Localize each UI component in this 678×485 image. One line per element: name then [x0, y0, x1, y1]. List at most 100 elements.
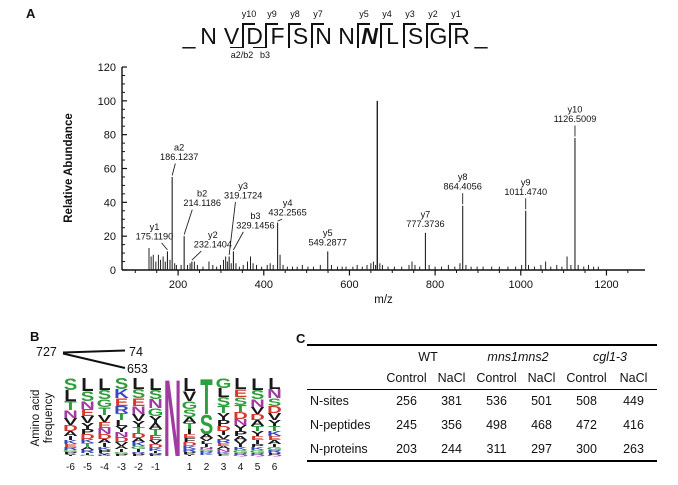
- logo-letter: L: [183, 377, 196, 396]
- ion-label: b2: [197, 189, 207, 199]
- peptide-annotation: _ N V D F S N N N L S G R _ y10 a2/b2 y9 b3 y8 y7 y5 y4 y3 y2 y1: [181, 4, 489, 62]
- logo-y-axis-label: Amino acid frequency: [30, 389, 55, 447]
- logo-position-label: -5: [83, 462, 92, 473]
- logo-letter: I: [238, 444, 244, 449]
- fragment-label-bottom: a2/b2: [230, 50, 254, 60]
- logo-letter: V: [183, 388, 197, 404]
- panel-a-label: A: [26, 6, 36, 21]
- logo-letter: Y: [268, 419, 282, 428]
- peptide-residue: S: [407, 23, 424, 49]
- condition-header: NaCl: [527, 370, 556, 385]
- logo-letter: E: [268, 435, 282, 441]
- logo-letter: Y: [183, 454, 197, 457]
- panel-c-label: C: [296, 331, 306, 346]
- ms2-spectrum: 0 20 40 60 80 100 120 200 400 600 800 1000 1200 y1175…: [63, 62, 645, 306]
- logo-letter: N: [80, 399, 95, 411]
- logo-letter: V: [149, 439, 163, 445]
- logo-letter: Y: [132, 420, 146, 429]
- logo-letter: I: [85, 453, 91, 456]
- logo-letter: F: [183, 437, 195, 443]
- annotation-leader-line: [191, 250, 202, 261]
- logo-letter: G: [80, 455, 96, 457]
- logo-letter: N: [148, 397, 163, 411]
- logo-letter: T: [98, 405, 110, 417]
- logo-letter: P: [149, 455, 163, 457]
- logo-letter: Y: [81, 422, 95, 431]
- cleavage-top-bar: [288, 23, 301, 25]
- logo-letter: K: [267, 430, 282, 438]
- x-tick-label: 1000: [509, 279, 533, 291]
- logo-letter: P: [251, 444, 265, 449]
- fragment-label-top: y10: [241, 9, 257, 19]
- logo-letter: G: [148, 406, 164, 418]
- logo-position-label: -4: [100, 462, 109, 473]
- logo-letter: K: [97, 447, 112, 452]
- logo-letter: D: [267, 405, 282, 415]
- mz-label: 549.2877: [309, 237, 347, 247]
- logo-letter: N: [250, 397, 265, 409]
- peptide-residue: N: [200, 23, 217, 49]
- logo-letter: N: [199, 447, 214, 450]
- condition-header: Control: [566, 370, 607, 385]
- logo-letter: R: [80, 450, 95, 455]
- logo-letter: F: [217, 454, 230, 457]
- annotation-leader-line: [233, 231, 244, 251]
- logo-letter: N: [233, 418, 248, 427]
- logo-letter: K: [199, 453, 214, 456]
- logo-letter: E: [115, 396, 129, 408]
- count-value: 244: [441, 441, 462, 456]
- count-value: 245: [396, 418, 417, 432]
- y-tick-label: 80: [104, 130, 116, 142]
- logo-letter: P: [81, 428, 95, 436]
- logo-letter: L: [200, 441, 212, 446]
- ion-label: y3: [238, 181, 248, 191]
- logo-position-label: 3: [221, 462, 227, 473]
- logo-letter: L: [98, 377, 110, 394]
- logo-letter: Y: [115, 425, 129, 434]
- count-value: 498: [486, 418, 507, 432]
- count-value: 311: [486, 441, 507, 456]
- logo-letter: G: [182, 399, 198, 411]
- logo-letter: S: [268, 396, 282, 408]
- logo-letter: G: [250, 450, 266, 455]
- peptide-residue: L: [386, 23, 399, 49]
- ion-label: y1: [150, 222, 160, 232]
- logo-letter: D: [250, 413, 265, 422]
- fragment-label-top: y7: [313, 9, 323, 19]
- logo-letter: G: [216, 377, 232, 391]
- logo-letter: G: [267, 447, 283, 452]
- logo-letter: L: [81, 377, 94, 396]
- x-tick-label: 1200: [594, 279, 618, 291]
- logo-letter: N: [267, 387, 282, 401]
- cleavage-top-bar: [380, 23, 393, 25]
- cleavage-marker: [449, 23, 451, 48]
- logo-letter: K: [216, 452, 231, 455]
- logo-letter: G: [233, 450, 249, 455]
- logo-letter: R: [131, 452, 146, 455]
- logo-letter: Y: [149, 415, 163, 425]
- peptide-residue: N: [361, 23, 378, 49]
- logo-letter: G: [114, 452, 130, 455]
- logo-letter: I: [255, 439, 261, 445]
- fork-line-upper: [62, 349, 126, 354]
- y-tick-label: 20: [104, 231, 116, 243]
- logo-letter: S: [149, 388, 163, 402]
- condition-header: Control: [386, 370, 427, 385]
- genotype-header: WT: [418, 349, 438, 364]
- logo-letter: S: [115, 377, 129, 392]
- logo-letter: I: [102, 442, 108, 448]
- logo-letter: Y: [234, 424, 248, 433]
- logo-letter: V: [234, 439, 248, 445]
- table-head: WT mns1mns2 cgl1-3 Control NaCl Control NaCl Co…: [307, 345, 657, 389]
- logo-letter: V: [115, 441, 129, 447]
- cleavage-marker: [242, 23, 244, 48]
- mz-label: 1126.5009: [554, 114, 597, 124]
- logo-letter: R: [148, 453, 163, 456]
- condition-header: NaCl: [437, 370, 466, 385]
- count-value: 472: [576, 418, 597, 432]
- logo-letter: T: [115, 412, 128, 422]
- cleavage-marker: [380, 23, 382, 48]
- logo-letter: R: [182, 449, 197, 454]
- table-subheader-row: Control NaCl Control NaCl Control NaCl: [307, 367, 657, 389]
